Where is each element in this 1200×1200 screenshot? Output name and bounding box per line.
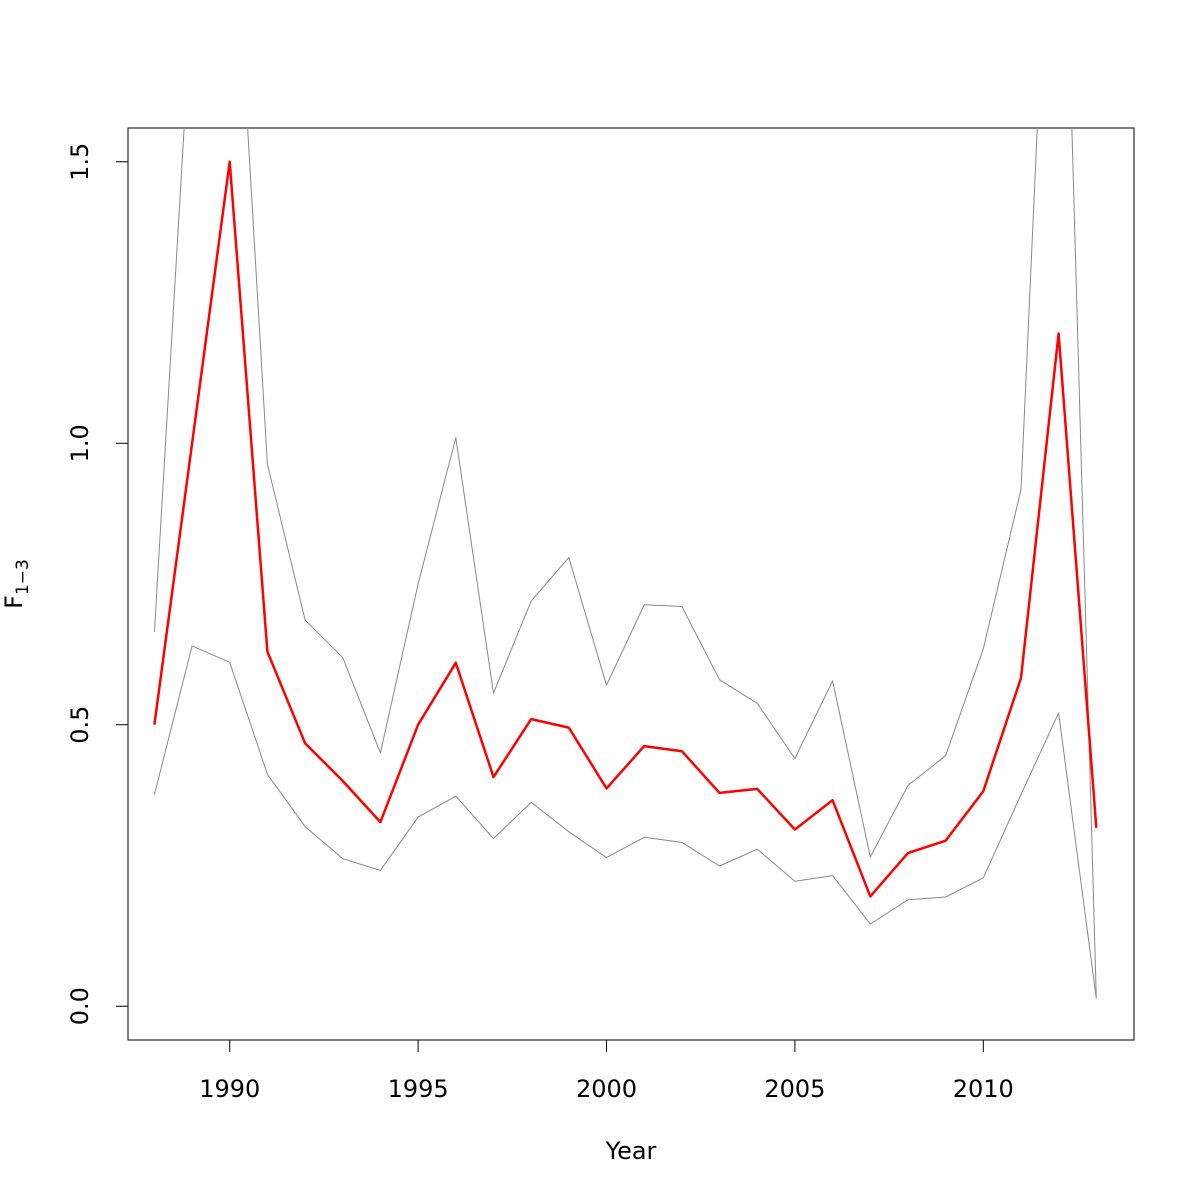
- series-layer: [153, 128, 1098, 999]
- x-tick-label: 2000: [576, 1075, 637, 1103]
- y-tick-label: 1.0: [66, 424, 94, 462]
- y-tick-label: 1.5: [66, 143, 94, 181]
- series-line-lower: [153, 645, 1097, 999]
- x-tick-label: 2010: [953, 1075, 1014, 1103]
- series-line-estimate: [153, 160, 1098, 898]
- y-tick-label: 0.0: [66, 987, 94, 1025]
- y-axis-title: F1−3: [0, 559, 33, 609]
- y-tick-label: 0.5: [66, 706, 94, 744]
- x-tick-label: 1990: [199, 1075, 260, 1103]
- x-tick-label: 1995: [388, 1075, 449, 1103]
- series-line-upper: [153, 128, 1097, 999]
- y-axis-title-main: F: [0, 595, 28, 609]
- y-axis: 0.0 0.5 1.0 1.5: [66, 143, 129, 1025]
- x-axis-title: Year: [605, 1137, 657, 1165]
- x-tick-label: 2005: [764, 1075, 825, 1103]
- plot-area-box: [127, 127, 1135, 1041]
- y-axis-title-subscript: 1−3: [13, 559, 33, 595]
- x-axis: 1990 1995 2000 2005 2010: [199, 1039, 1014, 1103]
